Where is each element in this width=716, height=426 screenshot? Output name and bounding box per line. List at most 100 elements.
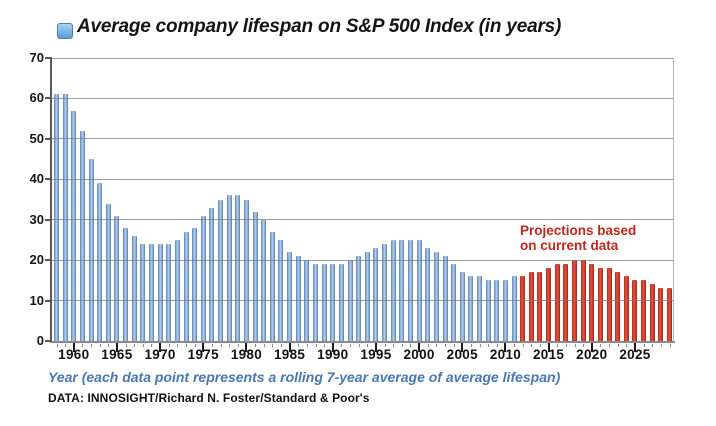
bar-1969: [148, 243, 154, 341]
x-tick-1983: [272, 344, 274, 347]
projection-annotation-line1: Projections based: [520, 223, 637, 238]
bar-2020: [589, 264, 595, 341]
bar-1963: [97, 183, 103, 341]
bar-1998: [399, 239, 405, 341]
bar-2004: [451, 264, 457, 341]
bar-1970: [157, 243, 163, 341]
x-tick-1992: [350, 344, 352, 347]
x-tick-label-2005: 2005: [446, 347, 478, 362]
x-tick-label-1985: 1985: [273, 347, 306, 362]
bar-1965: [114, 215, 120, 341]
bar-2010: [502, 280, 508, 341]
bar-2000: [416, 239, 422, 341]
x-tick-2013: [531, 344, 533, 347]
x-tick-1998: [401, 344, 403, 347]
y-gridline-50: [52, 138, 674, 140]
legend-color-swatch-icon: [57, 23, 73, 39]
x-major-tick-1970: [159, 343, 162, 352]
x-tick-1996: [384, 344, 386, 347]
x-tick-1969: [151, 344, 153, 347]
x-tick-label-2020: 2020: [576, 347, 608, 362]
x-tick-1982: [263, 344, 265, 347]
x-tick-2023: [617, 344, 619, 347]
y-axis-line: [50, 57, 52, 343]
y-gridline-30: [52, 219, 674, 221]
x-tick-2017: [565, 344, 567, 347]
y-tick-label-20: 20: [29, 252, 44, 268]
bar-1986: [295, 256, 301, 341]
bar-1959: [62, 94, 68, 341]
x-major-tick-1985: [288, 343, 291, 352]
bar-2029: [667, 288, 672, 341]
bar-2013: [528, 272, 534, 341]
y-tick-10: [45, 299, 51, 302]
x-tick-1966: [125, 344, 127, 347]
bar-1975: [200, 215, 206, 341]
bar-1989: [321, 264, 327, 341]
x-tick-2029: [669, 344, 671, 347]
bar-2028: [658, 288, 664, 341]
y-gridline-10: [52, 300, 674, 302]
bar-1988: [313, 264, 318, 341]
x-major-tick-2000: [418, 343, 421, 352]
x-tick-1978: [229, 344, 231, 347]
x-tick-2012: [522, 344, 524, 347]
bar-1991: [338, 264, 344, 341]
x-tick-2022: [609, 344, 611, 347]
bar-1974: [192, 227, 198, 341]
y-tick-40: [45, 178, 51, 181]
bar-1985: [287, 252, 293, 341]
x-tick-1989: [324, 344, 326, 347]
bar-2007: [477, 276, 483, 341]
x-tick-2003: [445, 344, 447, 347]
x-tick-1971: [168, 344, 170, 347]
x-tick-2024: [626, 344, 628, 347]
x-major-tick-2010: [504, 343, 507, 352]
x-major-tick-1995: [374, 343, 377, 352]
x-tick-1988: [315, 344, 317, 347]
x-tick-1981: [255, 344, 257, 347]
x-tick-1986: [298, 344, 300, 347]
bar-1995: [373, 248, 379, 341]
y-gridline-40: [52, 178, 674, 180]
bar-1978: [226, 195, 232, 341]
x-tick-1964: [108, 344, 110, 347]
bar-1958: [54, 94, 59, 341]
x-tick-1972: [177, 344, 179, 347]
x-tick-2006: [470, 344, 472, 347]
y-tick-label-0: 0: [36, 333, 44, 348]
y-gridline-20: [52, 259, 674, 261]
x-tick-1974: [194, 344, 196, 347]
x-tick-1979: [237, 344, 239, 347]
x-tick-label-2010: 2010: [489, 347, 522, 362]
bar-2011: [511, 276, 517, 341]
x-tick-2009: [496, 344, 498, 347]
bar-1973: [183, 231, 189, 341]
y-tick-30: [45, 218, 51, 221]
bar-2005: [459, 272, 465, 341]
x-tick-label-1980: 1980: [230, 347, 263, 362]
x-major-tick-1980: [245, 343, 248, 352]
x-tick-1991: [341, 344, 343, 347]
x-tick-label-2025: 2025: [619, 347, 651, 362]
x-tick-2021: [600, 344, 602, 347]
bar-2012: [520, 276, 526, 341]
bar-1996: [382, 243, 388, 341]
plot-right-border: [673, 58, 674, 341]
bar-1972: [174, 239, 180, 341]
x-tick-1994: [367, 344, 369, 347]
x-tick-1999: [410, 344, 412, 347]
bar-1977: [218, 199, 224, 341]
x-tick-label-1995: 1995: [360, 347, 392, 362]
y-tick-label-30: 30: [29, 211, 44, 227]
x-major-tick-2025: [633, 343, 636, 352]
bar-1976: [209, 207, 215, 341]
x-axis-line: [50, 341, 675, 343]
x-tick-label-1960: 1960: [58, 347, 90, 362]
bar-1984: [278, 239, 284, 341]
x-tick-1977: [220, 344, 222, 347]
x-tick-2026: [643, 344, 645, 347]
bar-2017: [563, 264, 569, 341]
x-tick-label-1965: 1965: [101, 347, 133, 362]
